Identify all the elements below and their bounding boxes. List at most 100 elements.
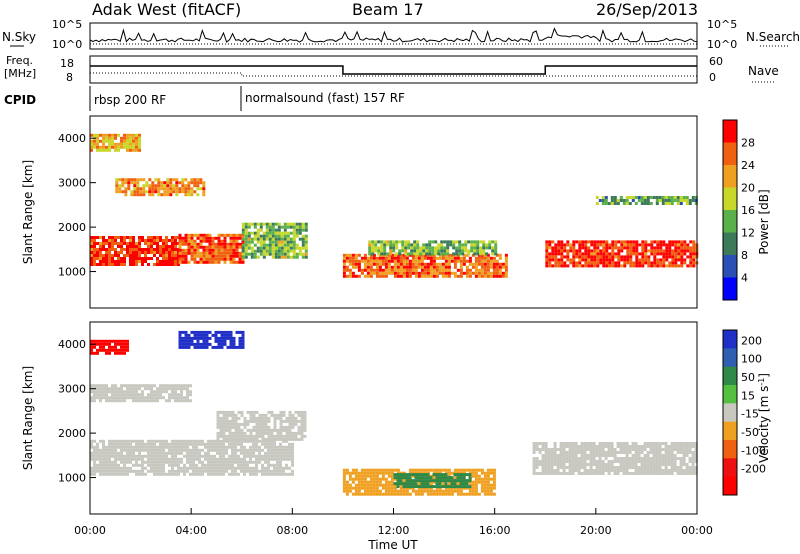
heatmap-cell bbox=[217, 342, 221, 346]
heatmap-cell bbox=[199, 260, 203, 264]
heatmap-cell bbox=[129, 142, 132, 146]
heatmap-cell bbox=[285, 472, 288, 476]
heatmap-cell bbox=[443, 249, 447, 253]
heatmap-cell bbox=[126, 245, 129, 248]
heatmap-cell bbox=[610, 460, 614, 463]
heatmap-cell bbox=[483, 271, 487, 275]
heatmap-cell bbox=[124, 181, 128, 185]
heatmap-cell bbox=[590, 261, 594, 265]
heatmap-cell bbox=[304, 237, 308, 241]
heatmap-cell bbox=[193, 330, 197, 334]
heatmap-cell bbox=[473, 246, 477, 250]
heatmap-cell bbox=[256, 249, 260, 253]
heatmap-cell bbox=[492, 274, 496, 278]
heatmap-cell bbox=[390, 271, 394, 275]
heatmap-cell bbox=[234, 466, 237, 470]
heatmap-cell bbox=[117, 387, 120, 391]
heatmap-cell bbox=[548, 264, 552, 268]
heatmap-cell bbox=[653, 255, 657, 259]
heatmap-cell bbox=[635, 264, 639, 268]
heatmap-cell bbox=[489, 262, 493, 266]
heatmap-cell bbox=[202, 181, 206, 185]
heatmap-cell bbox=[177, 469, 180, 473]
heatmap-cell bbox=[283, 234, 287, 238]
heatmap-cell bbox=[568, 472, 572, 475]
heatmap-cell bbox=[541, 457, 545, 460]
heatmap-cell bbox=[241, 246, 245, 250]
heatmap-cell bbox=[202, 190, 206, 194]
heatmap-cell bbox=[273, 422, 277, 426]
heatmap-cell bbox=[467, 240, 471, 244]
heatmap-cell bbox=[243, 434, 247, 438]
heatmap-cell bbox=[216, 469, 219, 473]
heatmap-cell bbox=[207, 457, 210, 461]
heatmap-cell bbox=[673, 199, 677, 202]
heatmap-cell bbox=[229, 233, 233, 237]
heatmap-cell bbox=[405, 262, 409, 266]
heatmap-cell bbox=[565, 445, 569, 448]
heatmap-cell bbox=[569, 246, 573, 250]
heatmap-cell bbox=[664, 454, 668, 457]
heatmap-cell bbox=[273, 457, 276, 461]
heatmap-cell bbox=[174, 399, 177, 403]
heatmap-cell bbox=[532, 445, 536, 448]
heatmap-cell bbox=[96, 236, 99, 239]
heatmap-cell bbox=[153, 254, 156, 257]
heatmap-cell bbox=[650, 243, 654, 247]
heatmap-cell bbox=[605, 261, 609, 265]
heatmap-cell bbox=[565, 472, 569, 475]
heatmap-cell bbox=[183, 442, 186, 446]
heatmap-cell bbox=[398, 252, 402, 256]
heatmap-cell bbox=[459, 468, 463, 472]
heatmap-cell bbox=[256, 231, 260, 235]
heatmap-cell bbox=[193, 260, 197, 264]
heatmap-cell bbox=[165, 399, 168, 403]
heatmap-cell bbox=[396, 485, 400, 489]
heatmap-cell bbox=[183, 399, 186, 403]
heatmap-cell bbox=[238, 330, 242, 334]
heatmap-cell bbox=[270, 445, 273, 449]
heatmap-cell bbox=[196, 248, 200, 252]
heatmap-cell bbox=[111, 469, 114, 473]
heatmap-cell bbox=[241, 345, 245, 349]
heatmap-cell bbox=[216, 460, 219, 464]
heatmap-cell bbox=[586, 445, 590, 448]
colorbar-tick-label: 100 bbox=[741, 353, 762, 366]
heatmap-cell bbox=[665, 246, 669, 250]
heatmap-cell bbox=[180, 393, 183, 397]
heatmap-cell bbox=[102, 339, 105, 343]
heatmap-cell bbox=[547, 448, 551, 451]
heatmap-cell bbox=[410, 252, 414, 256]
heatmap-cell bbox=[456, 485, 460, 489]
heatmap-cell bbox=[423, 268, 427, 272]
heatmap-cell bbox=[348, 489, 352, 493]
heatmap-cell bbox=[405, 479, 409, 483]
heatmap-cell bbox=[229, 251, 233, 255]
heatmap-cell bbox=[159, 239, 162, 242]
heatmap-cell bbox=[632, 246, 636, 250]
heatmap-cell bbox=[602, 249, 606, 253]
heatmap-cell bbox=[258, 448, 261, 452]
heatmap-cell bbox=[201, 463, 204, 467]
heatmap-cell bbox=[150, 396, 153, 400]
heatmap-cell bbox=[429, 485, 433, 489]
heatmap-cell bbox=[267, 466, 270, 470]
heatmap-cell bbox=[446, 246, 450, 250]
heatmap-cell bbox=[665, 258, 669, 262]
heatmap-cell bbox=[572, 246, 576, 250]
heatmap-cell bbox=[565, 466, 569, 469]
heatmap-cell bbox=[199, 336, 203, 340]
heatmap-cell bbox=[404, 252, 408, 256]
heatmap-cell bbox=[108, 390, 111, 394]
heatmap-cell bbox=[425, 243, 429, 247]
heatmap-cell bbox=[211, 257, 215, 261]
heatmap-cell bbox=[120, 136, 123, 140]
heatmap-cell bbox=[446, 240, 450, 244]
heatmap-cell bbox=[178, 333, 182, 337]
heatmap-cell bbox=[120, 257, 123, 260]
heatmap-cell bbox=[426, 485, 430, 489]
heatmap-cell bbox=[489, 492, 493, 496]
heatmap-cell bbox=[171, 445, 174, 449]
heatmap-cell bbox=[610, 196, 614, 199]
heatmap-cell bbox=[256, 234, 260, 238]
